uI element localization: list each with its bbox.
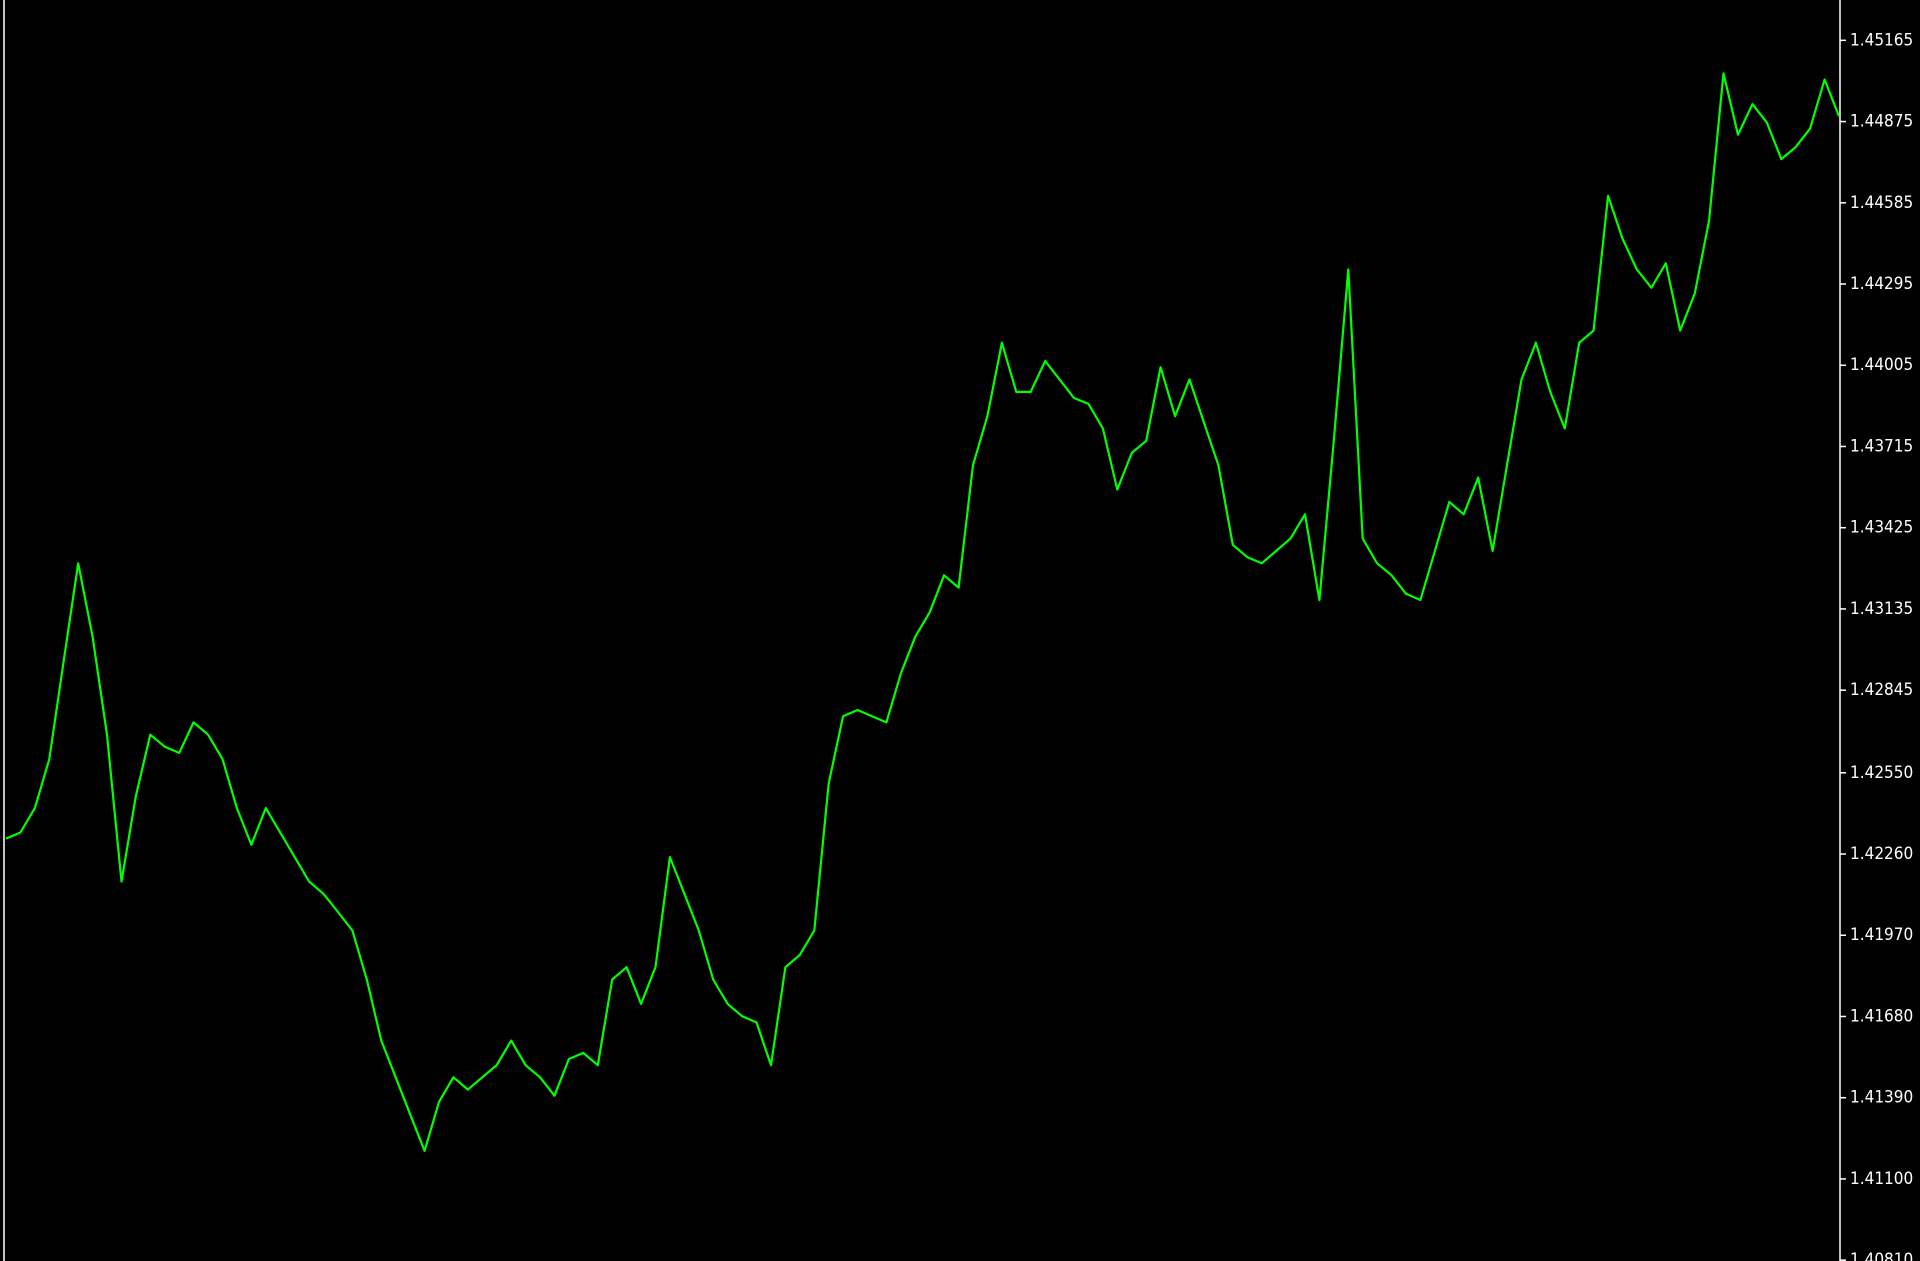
- y-tick-label: 1.43425: [1850, 518, 1913, 538]
- y-tick-label: 1.44295: [1850, 274, 1913, 294]
- y-tick-label: 1.41390: [1850, 1088, 1913, 1108]
- y-tick-label: 1.44585: [1850, 193, 1913, 213]
- y-tick-label: 1.42845: [1850, 680, 1913, 700]
- y-tick-label: 1.43715: [1850, 436, 1913, 456]
- y-tick-label: 1.43135: [1850, 599, 1913, 619]
- y-tick-label: 1.44005: [1850, 355, 1913, 375]
- price-line: [5, 72, 1841, 1152]
- y-tick-label: 1.44875: [1850, 112, 1913, 132]
- y-tick-label: 1.45165: [1850, 30, 1913, 50]
- y-tick-label: 1.41680: [1850, 1006, 1913, 1026]
- y-tick-label: 1.41100: [1850, 1169, 1913, 1189]
- y-tick-label: 1.42260: [1850, 844, 1913, 864]
- y-tick-label: 1.40810: [1850, 1250, 1913, 1261]
- y-tick-label: 1.42550: [1850, 763, 1913, 783]
- y-tick-label: 1.41970: [1850, 925, 1913, 945]
